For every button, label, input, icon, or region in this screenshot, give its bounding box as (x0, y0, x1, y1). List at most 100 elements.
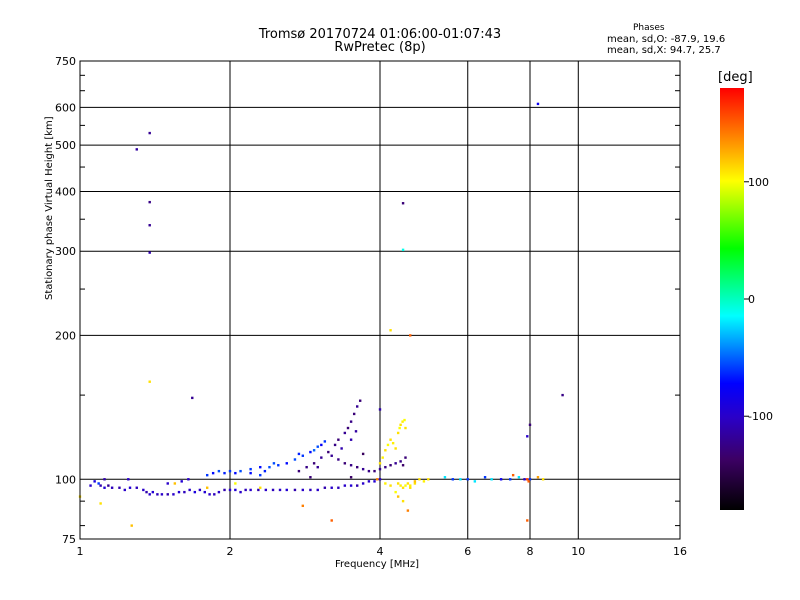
data-point (404, 484, 407, 487)
data-point (349, 476, 353, 479)
data-point (110, 486, 114, 489)
chart-subtitle: RwPretec (8p) (334, 40, 426, 55)
data-point (427, 478, 430, 481)
data-point (396, 482, 400, 485)
data-point (343, 484, 347, 487)
y-tick-label: 75 (62, 533, 76, 546)
data-point (183, 490, 186, 494)
data-point (205, 486, 209, 489)
data-point (490, 478, 493, 481)
data-point (148, 251, 151, 254)
data-point (198, 488, 202, 492)
data-points (78, 102, 564, 527)
data-point (378, 462, 382, 465)
data-point (301, 504, 305, 508)
data-point (394, 462, 397, 465)
data-point (309, 450, 312, 454)
data-point (316, 445, 319, 448)
data-point (259, 465, 262, 469)
data-point (259, 473, 262, 477)
colorbar-label: [deg] (718, 70, 753, 85)
data-point (511, 473, 515, 477)
data-point (409, 486, 412, 489)
data-point (213, 493, 216, 496)
data-point (406, 482, 410, 485)
data-point (527, 480, 530, 483)
data-point (208, 493, 211, 496)
data-point (103, 478, 106, 481)
data-point (223, 471, 226, 475)
data-point (337, 438, 340, 441)
data-point (361, 452, 365, 456)
data-point (301, 454, 305, 457)
data-point (349, 484, 353, 487)
data-point (526, 519, 529, 522)
x-axis-label: Frequency [MHz] (335, 559, 420, 570)
data-point (148, 200, 151, 204)
data-point (381, 456, 384, 459)
data-point (323, 486, 327, 489)
data-point (135, 486, 138, 489)
data-point (349, 420, 353, 423)
data-point (244, 488, 247, 492)
data-point (166, 493, 169, 496)
data-point (297, 452, 301, 456)
data-point (97, 482, 100, 485)
data-point (399, 484, 402, 487)
data-point (404, 426, 407, 430)
data-point (309, 476, 312, 479)
colorbar-ticks: 100 0 -100 (744, 176, 773, 423)
data-point (234, 471, 237, 475)
data-point (389, 484, 392, 487)
data-point (376, 478, 379, 481)
y-tick-label: 500 (55, 139, 76, 152)
data-point (528, 478, 532, 481)
data-point (409, 334, 412, 337)
x-axis-ticks: 1 2 4 6 8 10 16 (77, 545, 688, 558)
y-tick-label: 750 (55, 55, 76, 68)
data-point (386, 443, 390, 447)
data-point (523, 478, 526, 481)
data-point (188, 488, 191, 492)
data-point (217, 490, 221, 494)
data-point (257, 488, 260, 492)
data-point (193, 490, 197, 494)
data-point (536, 102, 540, 106)
data-point (148, 224, 151, 227)
colorbar (720, 88, 744, 510)
y-tick-label: 400 (55, 185, 76, 198)
data-point (148, 131, 151, 135)
data-point (389, 438, 392, 441)
grid-lines (80, 61, 680, 539)
data-point (93, 480, 96, 483)
data-point (107, 484, 110, 487)
data-point (526, 478, 529, 481)
data-point (142, 488, 145, 492)
data-point (305, 465, 308, 469)
data-point (228, 469, 232, 473)
data-point (180, 480, 183, 483)
data-point (355, 465, 359, 469)
data-point (389, 464, 392, 467)
data-point (118, 486, 121, 489)
data-point (355, 484, 359, 487)
data-point (473, 480, 477, 483)
data-point (401, 499, 405, 503)
data-point (401, 420, 404, 423)
data-point (330, 486, 333, 489)
data-point (268, 465, 271, 469)
data-point (528, 423, 532, 427)
data-point (340, 447, 343, 450)
data-point (285, 462, 288, 465)
data-point (249, 471, 252, 475)
data-point (228, 488, 232, 492)
y-tick-label: 100 (55, 473, 76, 486)
data-point (358, 399, 362, 402)
data-point (316, 465, 319, 469)
data-point (443, 476, 447, 479)
data-point (205, 473, 209, 477)
data-point (239, 469, 242, 473)
data-point (391, 441, 395, 445)
data-point (327, 450, 330, 454)
